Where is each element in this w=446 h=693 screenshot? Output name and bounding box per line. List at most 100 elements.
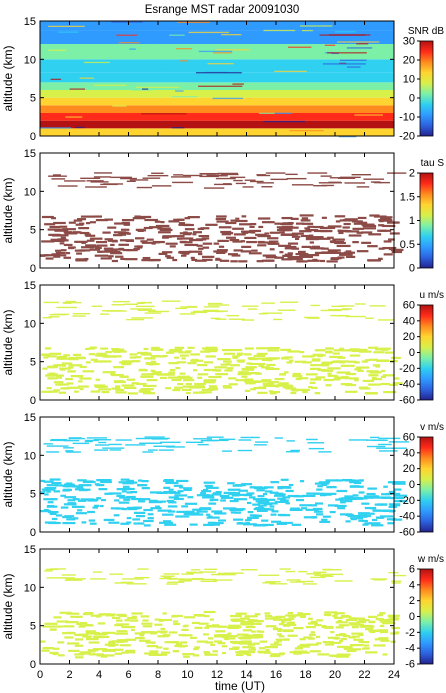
data-cell (392, 482, 406, 485)
colorbar-tick-label: 1 (409, 215, 415, 227)
data-cell (113, 380, 126, 384)
colorbar-u (419, 304, 434, 401)
data-cell (189, 636, 197, 640)
data-cell (86, 239, 95, 242)
data-cell (96, 479, 105, 482)
data-cell (380, 216, 393, 219)
data-cell (249, 496, 256, 499)
data-cell (57, 185, 78, 187)
data-cell (277, 497, 286, 500)
data-cell (215, 373, 229, 376)
colorbar-tick-label: 0 (409, 347, 415, 359)
data-cell (55, 514, 63, 517)
data-cell (288, 226, 299, 229)
colorbar-tick-label: 30 (403, 36, 415, 48)
data-cell (352, 220, 363, 223)
data-cell (393, 488, 402, 491)
data-cell (147, 513, 154, 516)
data-cell (356, 366, 370, 369)
data-cell (49, 225, 61, 229)
data-cell (366, 492, 376, 496)
data-cell (176, 510, 188, 513)
y-tick-label: 5 (30, 621, 36, 633)
data-cell (358, 619, 370, 622)
data-cell (334, 241, 346, 245)
snr-streak (198, 50, 233, 53)
data-cell (381, 369, 386, 373)
data-cell (336, 645, 348, 648)
data-cell (80, 215, 95, 218)
data-cell (122, 578, 144, 580)
data-cell (120, 478, 130, 481)
data-cell (192, 233, 197, 236)
data-cell (165, 242, 178, 245)
data-cell (299, 651, 310, 654)
data-cell (369, 522, 381, 525)
data-cell (291, 257, 303, 261)
data-cell (184, 243, 199, 247)
data-cell (338, 653, 351, 656)
data-cell (60, 577, 75, 579)
data-cell (285, 502, 290, 505)
data-cell (390, 640, 396, 643)
data-cell (261, 302, 275, 304)
data-cell (258, 647, 266, 650)
data-cell (173, 622, 181, 626)
data-cell (135, 437, 150, 440)
data-cell (303, 636, 313, 639)
data-cell (299, 254, 309, 257)
data-cell (341, 614, 349, 618)
data-cell (90, 614, 100, 617)
data-cell (196, 386, 206, 389)
data-cell (116, 494, 125, 498)
data-cell (77, 499, 87, 502)
snr-streak (172, 95, 198, 98)
data-cell (378, 629, 389, 632)
data-cell (285, 570, 295, 573)
data-cell (106, 654, 115, 657)
data-cell (44, 347, 52, 350)
data-cell (223, 352, 235, 355)
data-cell (121, 360, 135, 363)
data-cell (67, 370, 76, 373)
data-cell (236, 633, 249, 636)
data-cell (257, 217, 271, 220)
y-tick-label: 10 (24, 582, 36, 594)
data-cell (285, 489, 294, 493)
data-cell (151, 258, 161, 262)
data-cell (355, 303, 366, 305)
snr-streak (179, 60, 189, 62)
data-cell (380, 503, 388, 506)
data-cell (293, 652, 301, 655)
data-cell (101, 390, 110, 394)
data-cell (200, 227, 210, 230)
data-cell (175, 642, 183, 646)
data-cell (98, 613, 111, 616)
data-cell (272, 618, 283, 621)
data-cell (172, 614, 183, 618)
colorbar-w (419, 568, 434, 665)
data-cell (352, 494, 359, 497)
data-cell (208, 349, 218, 353)
snr-streak (302, 29, 313, 32)
data-cell (298, 250, 306, 254)
data-cell (261, 366, 271, 369)
data-cell (44, 570, 53, 572)
data-cell (59, 225, 68, 228)
snr-streak (198, 122, 205, 124)
data-cell (210, 573, 220, 576)
data-cell (210, 643, 216, 646)
data-cell (306, 254, 320, 257)
data-cell (64, 180, 86, 182)
data-cell (360, 625, 375, 628)
data-cell (312, 507, 323, 511)
data-cell (275, 615, 286, 618)
data-cell (215, 630, 226, 633)
data-cell (85, 439, 99, 442)
snr-field (40, 21, 394, 138)
snr-streak (263, 120, 305, 123)
data-cell (68, 364, 83, 367)
colorbar-tick-label: 60 (403, 300, 415, 312)
data-cell (144, 357, 156, 360)
data-cell (336, 489, 348, 493)
